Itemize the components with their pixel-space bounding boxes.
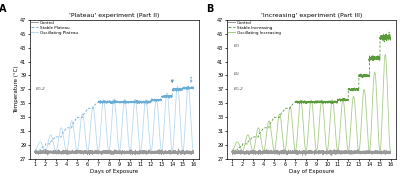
X-axis label: Day of Exposure: Day of Exposure: [289, 169, 334, 174]
Text: B: B: [206, 4, 214, 14]
X-axis label: Days of Exposure: Days of Exposure: [90, 169, 138, 174]
Legend: Control, Stable Plateau, Oscillating Plateau: Control, Stable Plateau, Oscillating Pla…: [31, 21, 78, 35]
Text: A: A: [0, 4, 6, 14]
Text: ***: ***: [388, 30, 393, 37]
Text: $B_1$-2: $B_1$-2: [35, 85, 46, 93]
Title: 'Plateau' experiment (Part II): 'Plateau' experiment (Part II): [69, 13, 159, 18]
Text: $B_2$: $B_2$: [232, 70, 239, 78]
Title: 'Increasing' experiment (Part III): 'Increasing' experiment (Part III): [260, 13, 362, 18]
Legend: Control, Stable Increasing, Oscillating Increasing: Control, Stable Increasing, Oscillating …: [228, 21, 280, 35]
Y-axis label: Temperature (°C): Temperature (°C): [14, 66, 19, 113]
Text: ***: ***: [191, 75, 196, 82]
Text: $B_3$: $B_3$: [232, 42, 239, 50]
Text: $B_1$-2: $B_1$-2: [232, 85, 244, 93]
